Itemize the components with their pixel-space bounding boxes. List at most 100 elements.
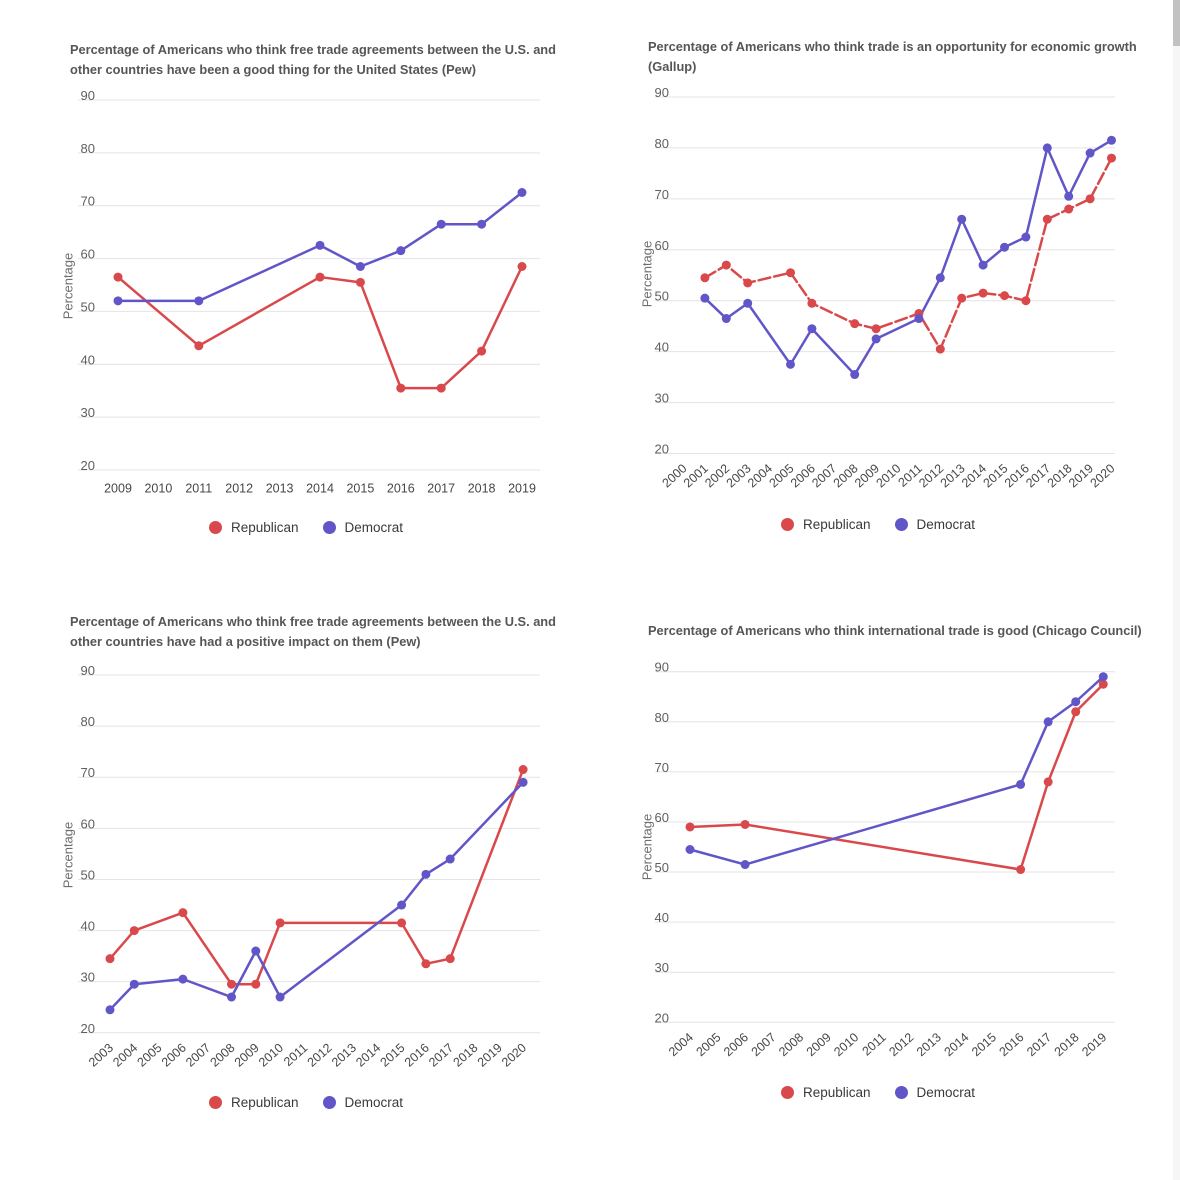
republican-point <box>740 819 750 829</box>
chart-title-line: Percentage of Americans who think intern… <box>648 623 1142 638</box>
legend-label-republican: Republican <box>802 1084 871 1100</box>
republican-point <box>1107 153 1116 163</box>
republican-dot-icon <box>780 1085 794 1099</box>
chart-title-line: other countries have had a positive impa… <box>70 634 421 649</box>
x-tick-label: 2020 <box>1087 461 1117 490</box>
vertical-scrollbar[interactable] <box>1173 0 1180 1180</box>
chart-title-line: (Gallup) <box>648 59 697 74</box>
x-tick-label: 2020 <box>499 1041 529 1070</box>
x-tick-label: 2009 <box>104 482 132 496</box>
legend-item-republican: Republican <box>208 1095 299 1110</box>
x-tick-label: 2013 <box>329 1041 359 1070</box>
republican-point <box>1021 296 1031 306</box>
democrat-point <box>315 240 325 250</box>
democrat-point <box>421 869 431 879</box>
x-tick-label: 2012 <box>225 482 253 496</box>
chart-1-plot: 90 80 70 60 50 40 30 20 2009 2010 2011 2012 2013 2014… <box>78 88 540 496</box>
y-tick-label: 90 <box>655 85 669 100</box>
x-tick-label: 2016 <box>997 1030 1027 1059</box>
y-tick-label: 70 <box>655 760 669 775</box>
republican-point <box>105 954 115 964</box>
republican-point <box>518 765 528 775</box>
republican-point <box>871 324 881 334</box>
democrat-dot-icon <box>322 1095 336 1109</box>
democrat-point <box>1098 672 1108 682</box>
republican-point <box>1042 214 1052 224</box>
x-tick-label: 2003 <box>86 1041 116 1070</box>
x-tick-label: 2010 <box>144 482 172 496</box>
x-tick-label: 2014 <box>353 1041 383 1070</box>
x-tick-label: 2005 <box>694 1030 724 1059</box>
democrat-point <box>1085 148 1095 158</box>
x-tick-label: 2019 <box>508 482 536 496</box>
y-tick-label: 50 <box>655 289 669 304</box>
democrat-point <box>871 334 881 344</box>
x-tick-label: 2019 <box>1079 1030 1109 1059</box>
legend-item-republican: Republican <box>208 519 299 535</box>
x-tick-label: 2013 <box>266 482 294 496</box>
y-tick-label: 50 <box>81 299 95 314</box>
democrat-point <box>227 992 236 1002</box>
democrat-point <box>807 324 817 334</box>
y-tick-label: 70 <box>655 187 669 202</box>
democrat-point <box>396 246 406 256</box>
republican-point <box>850 319 860 329</box>
x-tick-label: 2014 <box>306 482 334 496</box>
x-tick-label: 2008 <box>776 1030 806 1059</box>
republican-point <box>721 260 731 270</box>
chart-2-plot: 9080706050403020200020012002200320042005… <box>655 85 1118 490</box>
y-tick-label: 60 <box>655 238 669 253</box>
republican-dot-icon <box>208 1095 222 1109</box>
legend-label-republican: Republican <box>230 519 299 535</box>
y-tick-label: 20 <box>655 1010 669 1025</box>
y-tick-label: 80 <box>81 714 95 729</box>
legend-label-democrat: Democrat <box>344 519 404 535</box>
x-tick-label: 2010 <box>831 1030 861 1059</box>
x-tick-label: 2011 <box>281 1041 310 1069</box>
chart-3-legend: Republican Democrat <box>60 1092 552 1112</box>
x-tick-label: 2007 <box>183 1041 213 1070</box>
democrat-point <box>275 992 285 1002</box>
democrat-point <box>978 260 988 270</box>
democrat-point <box>1071 697 1081 707</box>
x-tick-label: 2015 <box>969 1030 999 1059</box>
republican-point <box>113 272 123 282</box>
democrat-point <box>1042 143 1052 153</box>
chart-2-y-axis-title: Percentage <box>639 240 655 308</box>
x-tick-label: 2006 <box>159 1041 189 1070</box>
scrollbar-thumb[interactable] <box>1173 0 1180 46</box>
x-tick-label: 2017 <box>1024 1030 1054 1059</box>
republican-point <box>178 908 188 918</box>
republican-point <box>685 822 695 832</box>
democrat-point <box>1000 242 1009 252</box>
y-tick-label: 80 <box>655 136 669 151</box>
y-tick-label: 50 <box>655 860 669 875</box>
x-tick-label: 2011 <box>185 482 212 496</box>
republican-point <box>743 278 753 288</box>
republican-point <box>978 288 988 298</box>
republican-point <box>396 383 406 393</box>
democrat-point <box>1016 779 1026 789</box>
democrat-point <box>397 900 407 910</box>
y-tick-label: 30 <box>655 960 669 975</box>
x-tick-label: 2018 <box>450 1041 480 1070</box>
democrat-point <box>129 979 139 989</box>
chart-3-y-axis-title: Percentage <box>60 821 76 889</box>
y-tick-label: 40 <box>81 919 95 934</box>
democrat-point <box>721 314 731 324</box>
democrat-point <box>786 359 795 369</box>
democrat-point <box>194 296 204 306</box>
chart-3-plot: 90 80 70 60 50 40 30 20 200320042005200620072008… <box>78 663 540 1070</box>
x-tick-label: 2008 <box>207 1041 237 1070</box>
republican-point <box>227 979 236 989</box>
x-tick-label: 2005 <box>135 1041 165 1070</box>
chart-4-legend: Republican Democrat <box>640 1082 1116 1102</box>
x-tick-label: 2018 <box>468 482 496 496</box>
democrat-point <box>251 946 261 956</box>
x-tick-label: 2014 <box>941 1030 971 1059</box>
chart-1-y-axis-title: Percentage <box>60 252 76 320</box>
democrat-point <box>850 370 860 380</box>
legend-label-democrat: Democrat <box>916 1084 976 1100</box>
